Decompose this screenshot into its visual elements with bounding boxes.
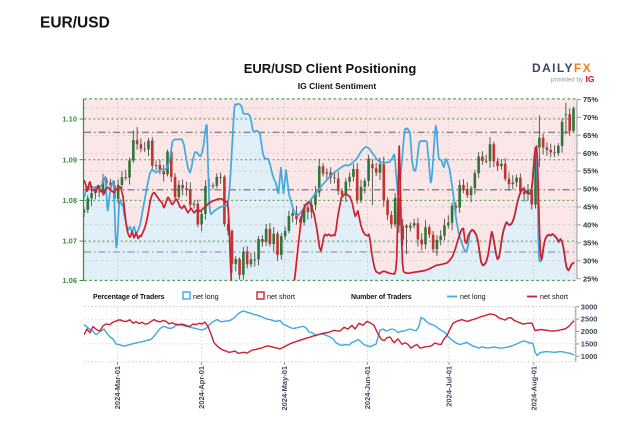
svg-text:2024-Apr-01: 2024-Apr-01 [197,366,206,409]
svg-text:EUR/USD Client Positioning: EUR/USD Client Positioning [244,61,417,76]
svg-text:65%: 65% [583,131,598,140]
svg-text:25%: 25% [583,274,598,283]
svg-text:75%: 75% [583,95,598,104]
svg-text:2024-Aug-01: 2024-Aug-01 [529,366,538,411]
svg-text:Percentage of Traders: Percentage of Traders [93,294,165,301]
svg-text:2500: 2500 [581,315,598,324]
svg-text:DAILYFX: DAILYFX [532,61,592,75]
svg-text:2024-Jul-01: 2024-Jul-01 [445,366,454,407]
svg-text:2000: 2000 [581,327,598,336]
svg-text:45%: 45% [583,203,598,212]
svg-text:provided by: provided by [551,77,584,84]
svg-text:30%: 30% [583,256,598,265]
svg-text:1.08: 1.08 [62,196,77,205]
svg-text:1000: 1000 [581,352,598,361]
svg-text:1500: 1500 [581,340,598,349]
svg-text:net long: net long [460,292,486,301]
svg-text:net short: net short [267,292,295,301]
svg-text:1.09: 1.09 [62,155,77,164]
svg-text:55%: 55% [583,167,598,176]
svg-text:1.07: 1.07 [62,237,77,246]
svg-text:1.06: 1.06 [62,276,77,285]
svg-text:2024-May-01: 2024-May-01 [280,366,289,411]
svg-text:IG: IG [586,74,595,84]
svg-text:2024-Mar-01: 2024-Mar-01 [113,366,122,409]
svg-text:2024-Jun-01: 2024-Jun-01 [363,366,372,409]
svg-text:40%: 40% [583,221,598,230]
svg-text:70%: 70% [583,113,598,122]
svg-text:60%: 60% [583,149,598,158]
svg-text:net short: net short [540,292,568,301]
svg-text:50%: 50% [583,185,598,194]
svg-text:Number of Traders: Number of Traders [351,294,412,301]
svg-text:3000: 3000 [581,302,598,311]
svg-text:1.10: 1.10 [62,115,77,124]
svg-text:net long: net long [193,292,219,301]
svg-text:IG Client Sentiment: IG Client Sentiment [298,81,377,91]
svg-text:35%: 35% [583,238,598,247]
svg-text:EUR/USD: EUR/USD [40,15,110,32]
